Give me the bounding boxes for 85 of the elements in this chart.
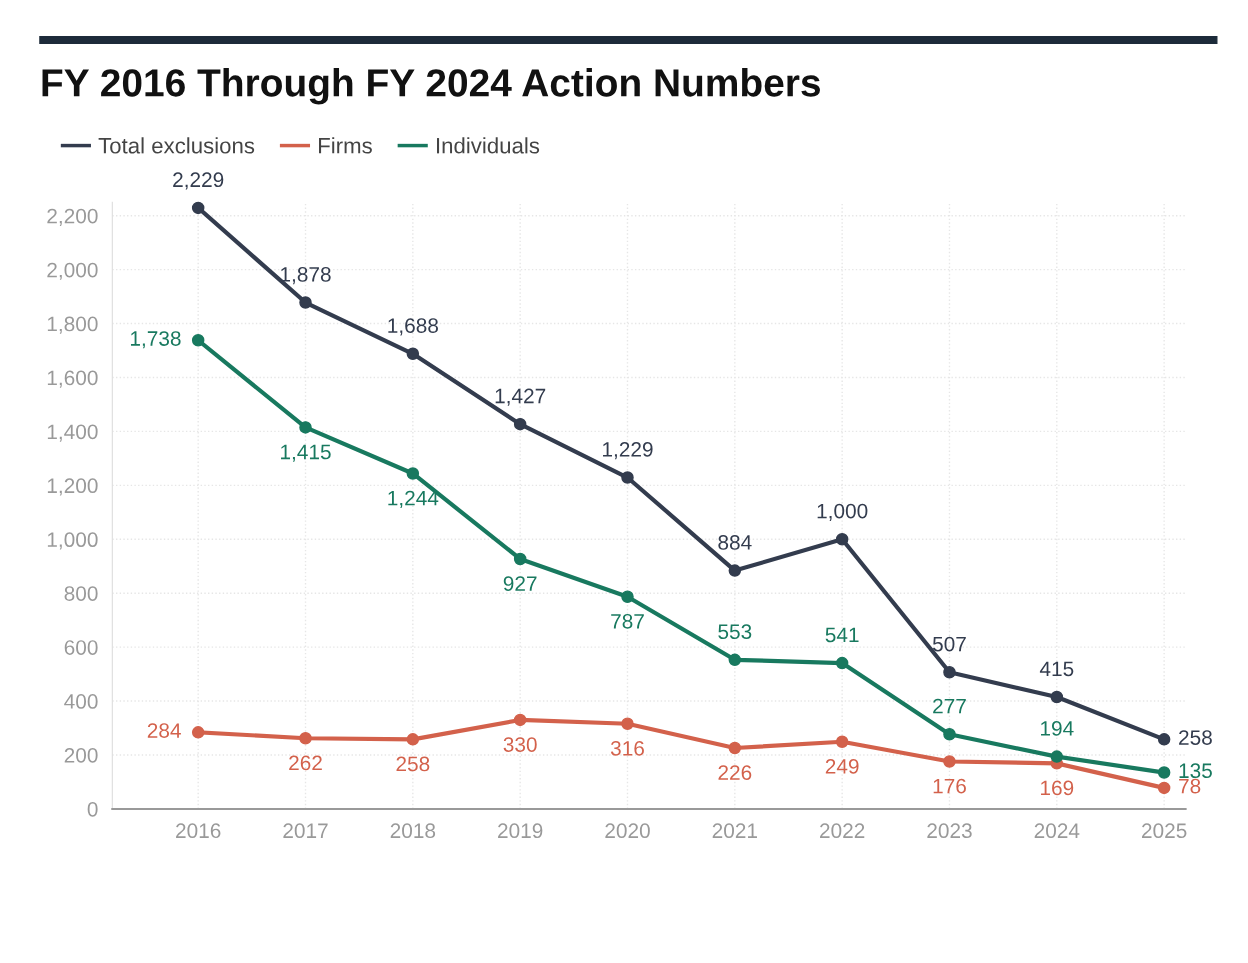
legend-label: Total exclusions (98, 137, 255, 154)
x-tick-label: 2016 (176, 823, 221, 839)
x-tick-label: 2024 (1034, 823, 1080, 839)
point (621, 471, 634, 484)
point (1157, 781, 1171, 795)
point (943, 755, 956, 768)
point (835, 533, 849, 546)
y-tick-label: 800 (64, 586, 98, 601)
point (513, 417, 527, 431)
point (299, 421, 312, 434)
point (191, 201, 205, 215)
point (406, 467, 420, 480)
chart-title: FY 2016 Through FY 2024 Action Numbers (42, 68, 820, 105)
y-tick-label: 1,200 (47, 478, 98, 496)
point (299, 732, 312, 745)
point (943, 727, 956, 741)
legend-label: Individuals (436, 137, 540, 154)
x-tick-label: 2022 (820, 823, 865, 839)
point (406, 733, 420, 746)
data-label: 258 (396, 756, 430, 772)
data-label: 787 (611, 613, 644, 629)
x-tick-label: 2017 (283, 823, 328, 839)
data-label: 78 (1179, 778, 1201, 794)
y-tick-label: 200 (64, 747, 98, 763)
point (728, 741, 742, 755)
data-label: 316 (610, 740, 644, 756)
point (728, 653, 742, 667)
data-label: 1,878 (281, 267, 331, 285)
x-tick-label: 2021 (712, 823, 757, 839)
point (835, 735, 849, 749)
y-tick-label: 1,400 (47, 424, 98, 442)
point (299, 296, 312, 309)
data-label: 884 (718, 535, 752, 550)
y-tick-label: 0 (87, 801, 98, 817)
data-label: 1,229 (603, 442, 653, 460)
data-label: 169 (1041, 780, 1074, 796)
point (835, 656, 849, 670)
x-tick-label: 2018 (390, 823, 436, 839)
data-label: 553 (718, 624, 752, 640)
y-tick-label: 1,600 (47, 370, 98, 388)
y-tick-label: 1,800 (47, 316, 98, 334)
data-label: 135 (1179, 763, 1212, 779)
data-label: 1,244 (388, 490, 439, 508)
y-tick-label: 2,200 (47, 208, 98, 226)
point (621, 717, 634, 730)
data-label: 927 (503, 576, 537, 591)
y-tick-label: 600 (64, 640, 98, 655)
data-label: 330 (503, 737, 537, 752)
data-label: 262 (289, 755, 322, 771)
legend-label: Firms (319, 137, 372, 154)
point (406, 347, 420, 361)
data-label: 194 (1041, 721, 1074, 736)
point (1157, 733, 1171, 746)
point (728, 564, 742, 577)
data-label: 1,427 (495, 388, 546, 406)
x-tick-label: 2023 (927, 823, 972, 839)
data-label: 258 (1179, 730, 1212, 745)
data-label: 1,738 (130, 331, 181, 349)
y-tick-label: 1,000 (47, 532, 98, 550)
point (191, 726, 205, 739)
data-label: 176 (933, 778, 966, 794)
point (1157, 766, 1171, 779)
point (513, 552, 527, 566)
data-label: 415 (1039, 661, 1074, 677)
x-tick-label: 2019 (498, 823, 543, 839)
data-label: 507 (932, 636, 966, 652)
y-tick-label: 400 (64, 694, 98, 709)
point (943, 665, 956, 679)
point (191, 334, 205, 347)
data-label: 1,000 (817, 503, 868, 521)
data-label: 284 (147, 723, 181, 738)
data-label: 541 (825, 627, 859, 643)
data-label: 1,688 (388, 318, 438, 336)
x-tick-label: 2025 (1142, 823, 1187, 839)
y-tick-label: 2,000 (47, 262, 98, 280)
data-label: 277 (933, 698, 966, 714)
x-tick-label: 2020 (605, 823, 650, 839)
point (621, 590, 634, 603)
data-label: 2,229 (173, 172, 224, 190)
data-label: 1,415 (281, 444, 331, 462)
data-label: 249 (825, 759, 859, 774)
point (1050, 690, 1064, 704)
point (513, 713, 527, 727)
point (1050, 750, 1064, 763)
data-label: 226 (718, 765, 752, 780)
